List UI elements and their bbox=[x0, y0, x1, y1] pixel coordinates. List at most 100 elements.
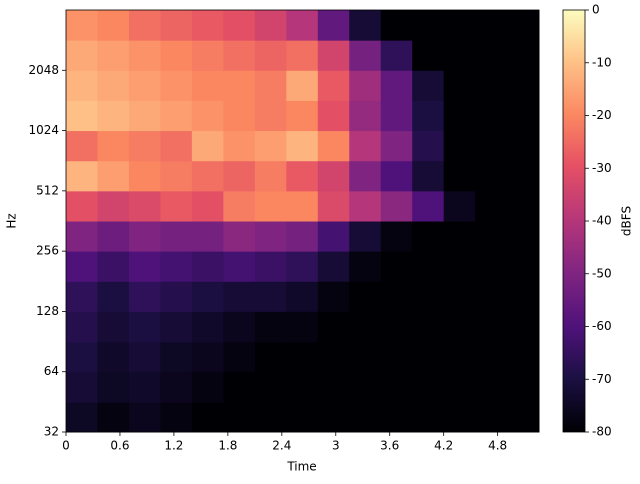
heat-cell bbox=[506, 40, 540, 71]
heat-cell bbox=[160, 251, 193, 282]
heat-cell bbox=[506, 311, 540, 343]
heat-cell bbox=[443, 251, 476, 282]
heat-cell bbox=[223, 221, 256, 252]
heat-cell bbox=[128, 371, 161, 403]
heat-cell bbox=[128, 221, 161, 252]
heat-cell bbox=[380, 251, 413, 282]
heat-cell bbox=[317, 342, 350, 373]
heat-cell bbox=[412, 160, 445, 192]
heat-cell bbox=[223, 130, 256, 162]
heat-cell bbox=[97, 251, 130, 282]
heat-cell bbox=[475, 10, 508, 41]
heat-cell bbox=[317, 281, 350, 312]
heat-cell bbox=[443, 160, 476, 192]
heat-cell bbox=[254, 221, 287, 252]
heat-cell bbox=[443, 402, 476, 433]
colorbar-tick-label: -40 bbox=[592, 214, 612, 228]
heat-cell bbox=[160, 342, 193, 373]
heat-cell bbox=[254, 342, 287, 373]
heat-cell bbox=[128, 130, 161, 162]
heat-cell bbox=[223, 10, 256, 41]
heat-cell bbox=[475, 160, 508, 192]
heat-cell bbox=[506, 221, 540, 252]
heat-cell bbox=[128, 10, 161, 41]
heat-cell bbox=[128, 402, 161, 433]
heat-cell bbox=[412, 371, 445, 403]
heat-cell bbox=[380, 70, 413, 101]
heat-cell bbox=[286, 342, 319, 373]
heat-cell bbox=[66, 402, 98, 433]
heat-cell bbox=[160, 311, 193, 343]
x-tick-label: 0.6 bbox=[110, 439, 129, 453]
heat-cell bbox=[475, 40, 508, 71]
heat-cell bbox=[254, 251, 287, 282]
colorbar-label: dBFS bbox=[620, 206, 634, 236]
heat-cell bbox=[380, 190, 413, 222]
heat-cell bbox=[475, 130, 508, 162]
heat-cell bbox=[128, 70, 161, 101]
heat-cell bbox=[254, 311, 287, 343]
y-tick-label: 64 bbox=[44, 364, 59, 378]
heat-cell bbox=[97, 190, 130, 222]
heat-cell bbox=[160, 10, 193, 41]
heat-cell bbox=[506, 251, 540, 282]
heat-cell bbox=[223, 251, 256, 282]
heat-cell bbox=[97, 160, 130, 192]
heat-cell bbox=[160, 70, 193, 101]
heat-cell bbox=[254, 100, 287, 132]
heat-cell bbox=[191, 342, 224, 373]
heat-cell bbox=[286, 311, 319, 343]
heat-cell bbox=[317, 70, 350, 101]
heat-cell bbox=[380, 311, 413, 343]
heat-cell bbox=[191, 190, 224, 222]
heat-cell bbox=[66, 221, 98, 252]
heat-cell bbox=[380, 40, 413, 71]
heat-cell bbox=[443, 190, 476, 222]
heat-cell bbox=[349, 371, 382, 403]
heat-cell bbox=[412, 40, 445, 71]
heat-cell bbox=[254, 160, 287, 192]
heat-cell bbox=[443, 281, 476, 312]
heat-cell bbox=[443, 130, 476, 162]
heat-cell bbox=[317, 251, 350, 282]
heat-cell bbox=[97, 402, 130, 433]
heat-cell bbox=[223, 70, 256, 101]
heat-cell bbox=[380, 130, 413, 162]
x-tick-label: 4.8 bbox=[488, 439, 507, 453]
heat-cell bbox=[349, 342, 382, 373]
heatmap bbox=[66, 10, 540, 433]
heat-cell bbox=[254, 281, 287, 312]
heat-cell bbox=[66, 311, 98, 343]
heat-cell bbox=[349, 160, 382, 192]
heat-cell bbox=[286, 70, 319, 101]
heat-cell bbox=[254, 402, 287, 433]
heat-cell bbox=[412, 342, 445, 373]
heat-cell bbox=[191, 221, 224, 252]
heat-cell bbox=[223, 160, 256, 192]
y-tick-label: 256 bbox=[36, 244, 59, 258]
heat-cell bbox=[66, 10, 98, 41]
heat-cell bbox=[412, 251, 445, 282]
heat-cell bbox=[254, 70, 287, 101]
heat-cell bbox=[286, 251, 319, 282]
heat-cell bbox=[97, 130, 130, 162]
colorbar-tick-label: -80 bbox=[592, 425, 612, 439]
heat-cell bbox=[160, 190, 193, 222]
heat-cell bbox=[191, 281, 224, 312]
heat-cell bbox=[380, 402, 413, 433]
heat-cell bbox=[286, 40, 319, 71]
heat-cell bbox=[475, 190, 508, 222]
x-tick-label: 1.8 bbox=[218, 439, 237, 453]
heat-cell bbox=[380, 100, 413, 132]
heat-cell bbox=[160, 402, 193, 433]
heat-cell bbox=[475, 311, 508, 343]
heat-cell bbox=[160, 281, 193, 312]
colorbar bbox=[562, 9, 586, 433]
heat-cell bbox=[97, 281, 130, 312]
y-tick-label: 128 bbox=[36, 304, 59, 318]
x-tick-label: 1.2 bbox=[164, 439, 183, 453]
heat-cell bbox=[380, 221, 413, 252]
heat-cell bbox=[66, 190, 98, 222]
heat-cell bbox=[380, 281, 413, 312]
